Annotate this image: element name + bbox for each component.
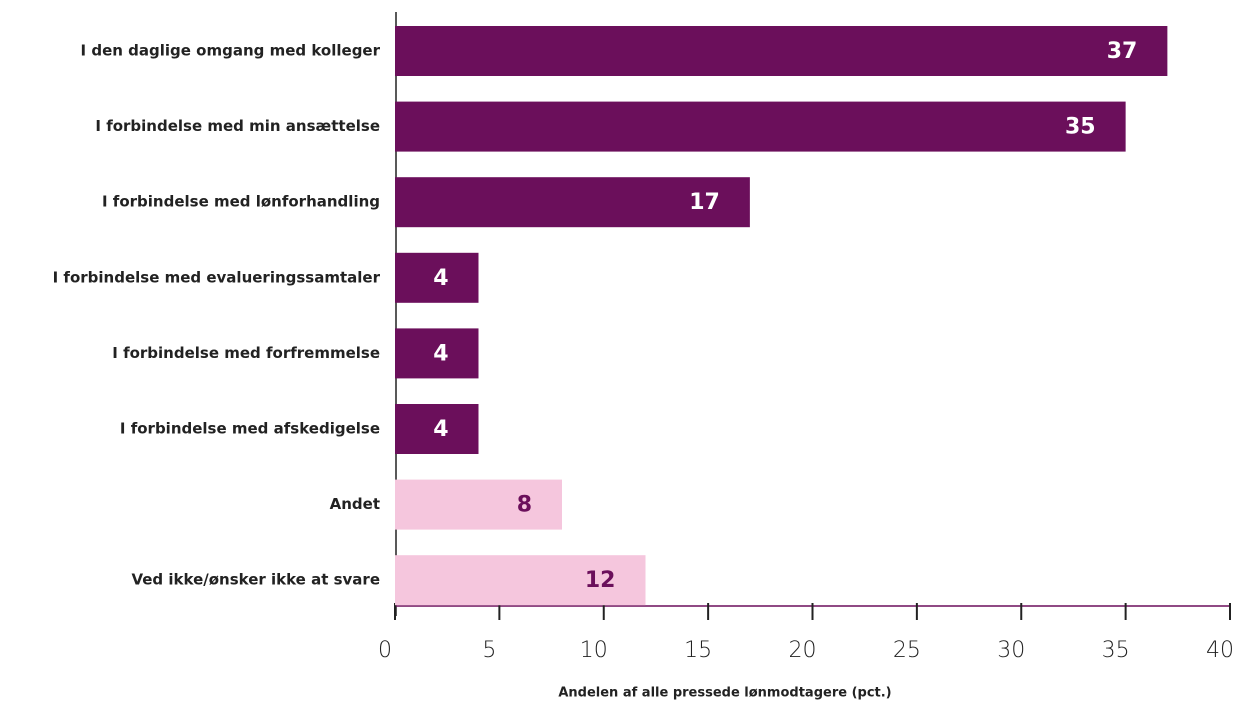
value-label: 4 (433, 417, 448, 442)
x-tick-label: 10 (580, 638, 608, 663)
x-tick-label: 35 (1102, 638, 1130, 663)
x-axis-label: Andelen af alle pressede lønmodtagere (p… (558, 686, 891, 701)
category-label: I forbindelse med afskedigelse (120, 420, 380, 438)
x-tick-label: 30 (997, 638, 1025, 663)
category-label: I forbindelse med lønforhandling (102, 193, 380, 211)
value-label: 4 (433, 341, 448, 366)
bar (395, 177, 750, 228)
x-tick-label: 0 (378, 638, 392, 663)
value-label: 4 (433, 266, 448, 291)
value-label: 8 (517, 493, 532, 518)
value-label: 17 (689, 190, 720, 215)
bar (395, 252, 479, 303)
x-tick-label: 20 (789, 638, 817, 663)
bar (395, 26, 1168, 76)
bar (395, 479, 562, 530)
category-label: I forbindelse med min ansættelse (95, 117, 380, 135)
x-tick-label: 40 (1206, 638, 1234, 663)
bar (395, 404, 479, 454)
bar (395, 555, 646, 606)
category-label: Ved ikke/ønsker ikke at svare (131, 571, 380, 589)
x-tick-label: 25 (893, 638, 921, 663)
x-tick-label: 5 (482, 638, 496, 663)
value-label: 12 (585, 568, 616, 593)
category-label: I forbindelse med evalueringssamtaler (53, 268, 381, 286)
category-label: Andet (330, 495, 380, 513)
x-tick-label: 15 (684, 638, 712, 663)
category-label: I forbindelse med forfremmelse (112, 344, 380, 362)
bar (395, 101, 1126, 152)
value-label: 35 (1065, 115, 1096, 140)
value-label: 37 (1107, 39, 1138, 64)
category-label: I den daglige omgang med kolleger (81, 42, 381, 60)
bar (395, 328, 479, 379)
